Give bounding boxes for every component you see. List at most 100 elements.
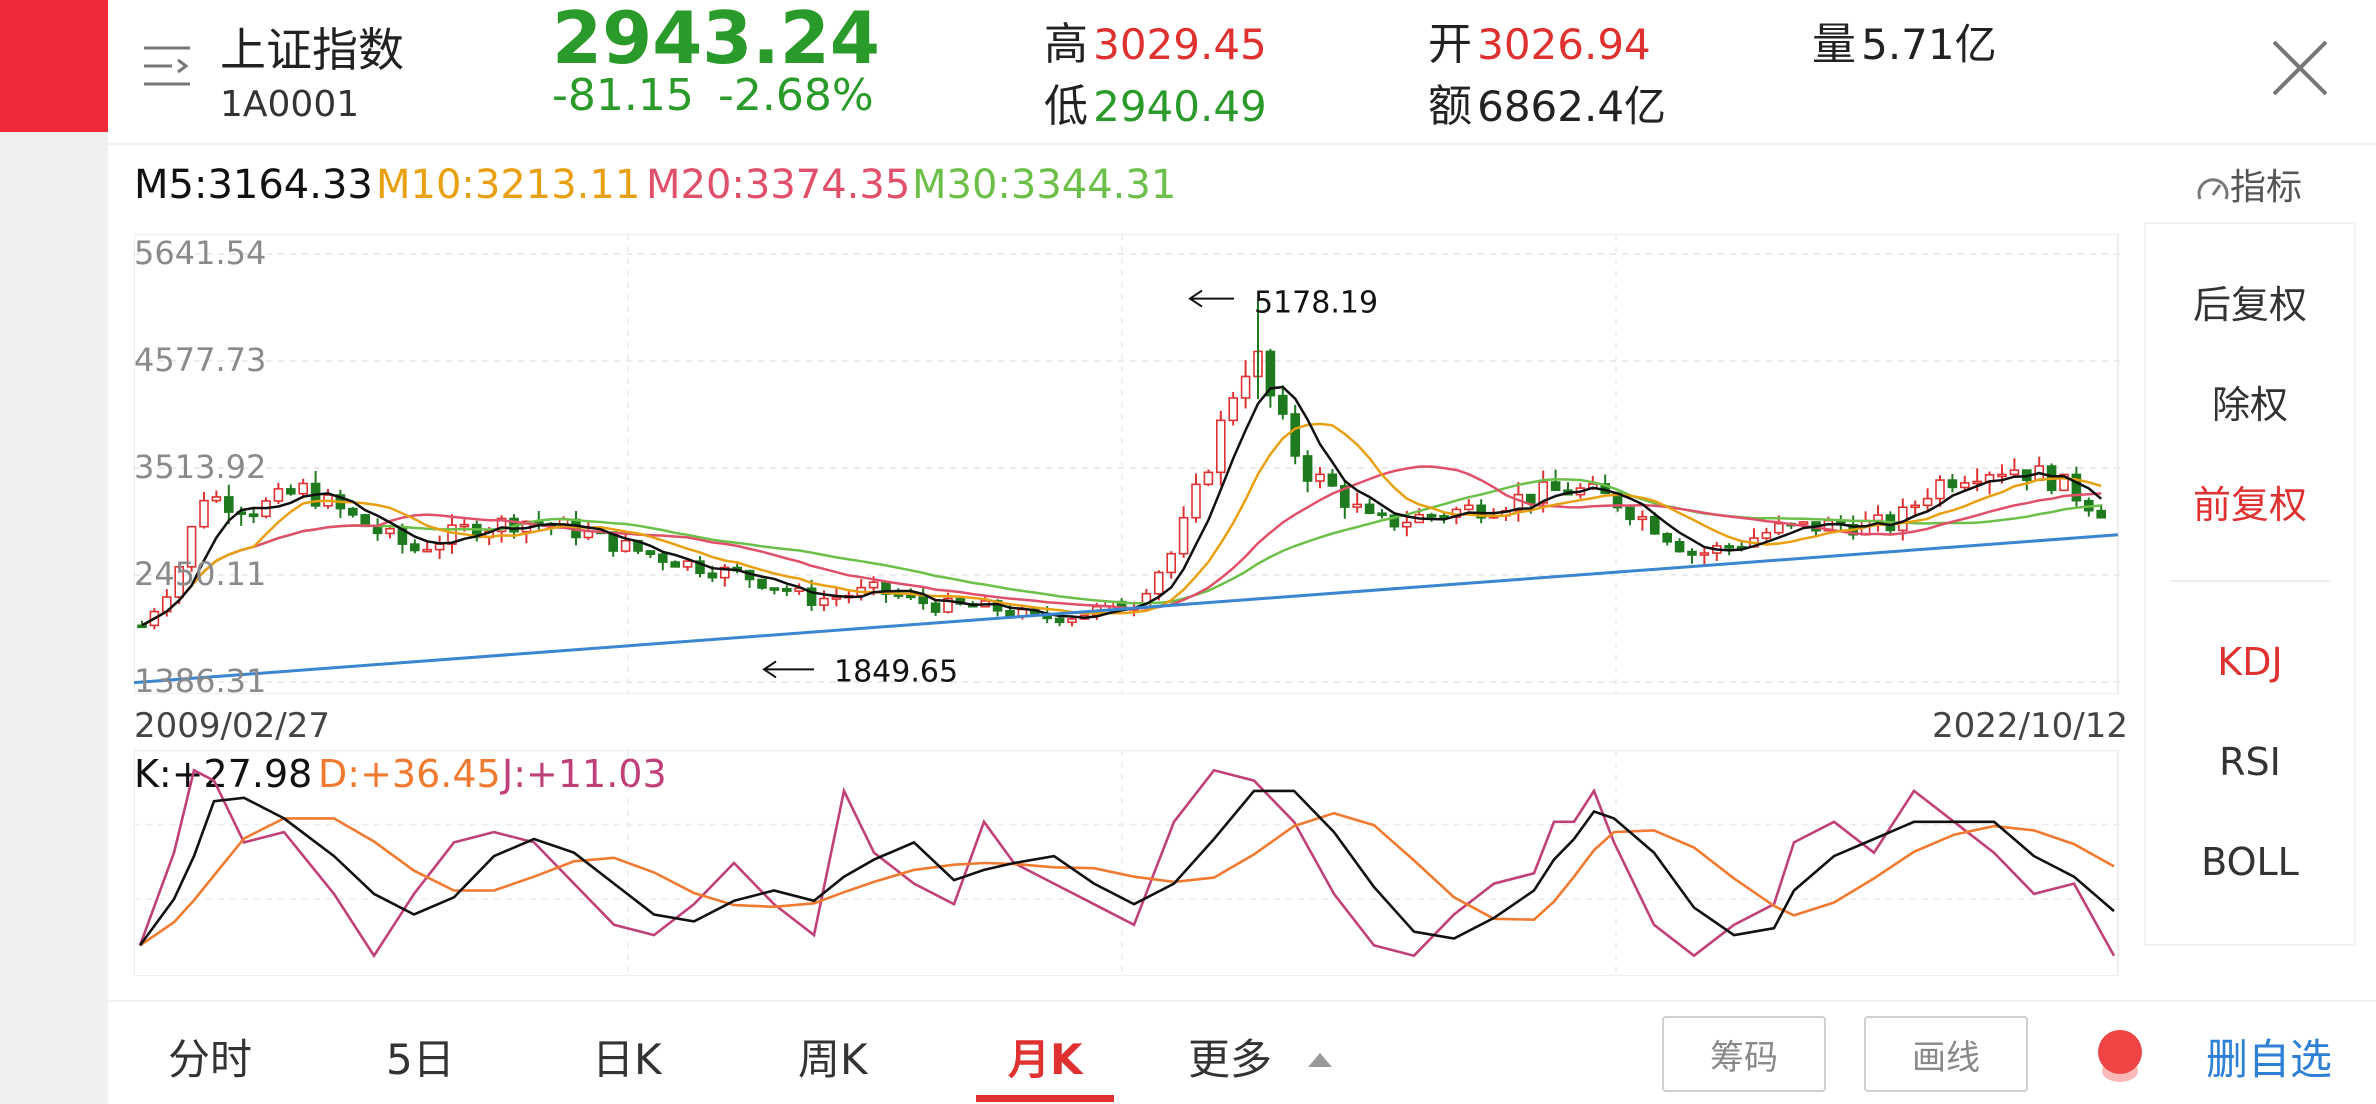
tab-weekly-k[interactable]: 周K [798,1035,868,1084]
high-label: 高 [1044,19,1088,70]
low-annotation: 1849.65 [834,654,958,689]
tab-intraday[interactable]: 分时 [168,1035,253,1084]
candle-body [1898,506,1908,532]
chips-button[interactable]: 筹码 [1662,1016,1826,1092]
candle-body [224,496,234,513]
list-menu-icon[interactable] [142,44,194,88]
ma30-legend: M30:3344.31 [912,162,1177,208]
candle-body [868,581,879,589]
side-item-boll[interactable]: BOLL [2201,840,2299,884]
candle-body [1798,521,1809,525]
candle-body [781,587,792,592]
candle-body [1687,550,1697,556]
candle-body [1389,514,1400,528]
candle-body [695,560,705,575]
candle-body [769,587,780,591]
candle-body [459,523,470,528]
kline-chart[interactable]: 5641.54 4577.73 3513.92 2450.11 1386.31 5178… [134,234,2120,694]
candle-body [806,587,817,606]
side-item-back-adjust[interactable]: 后复权 [2192,283,2307,327]
amount-value: 6862.4亿 [1477,82,1667,131]
candle-body [409,543,420,552]
annotations: 5178.19 1849.65 [762,286,1378,689]
kdj-frame [134,750,2119,976]
high-arrow-head [1188,289,1203,308]
candle-body [657,553,668,563]
candle-body [1228,397,1238,422]
back-tab[interactable] [0,0,108,132]
high-value: 3029.45 [1093,20,1267,69]
tab-5day[interactable]: 5日 [386,1035,455,1084]
bottom-divider [108,1000,2376,1002]
candle-body [211,496,222,502]
candle-body [1054,617,1065,624]
candle-body [1352,503,1362,508]
chart-grid [134,234,2120,694]
kdj-d-line [139,811,2115,947]
open-value: 3026.94 [1477,20,1651,69]
candle-body [1278,394,1288,415]
candle-body [1402,521,1412,528]
candle-body [1910,504,1920,509]
y-tick-label: 5641.54 [134,234,266,272]
side-item-kdj[interactable]: KDJ [2217,640,2283,684]
ma10-legend: M10:3213.11 [376,162,641,208]
candle-body [1240,375,1251,399]
tab-daily-k[interactable]: 日K [592,1035,662,1084]
volume-label: 量 [1812,19,1856,70]
candle-body [2071,473,2082,502]
close-icon[interactable] [2268,36,2332,100]
kdj-chart[interactable] [134,750,2120,976]
candle-body [496,517,507,533]
gauge-icon [2197,178,2229,200]
chart-frame [134,234,2119,694]
draw-line-button[interactable]: 画线 [1864,1016,2028,1092]
tab-monthly-k[interactable]: 月K [1008,1035,1083,1084]
kdj-lines [138,768,2116,959]
candle-body [1464,504,1474,511]
candle-body [757,578,767,589]
candle-body [1476,504,1486,519]
volume-value: 5.71亿 [1861,20,1997,69]
candle-body [186,525,197,568]
candle-body [348,507,358,516]
side-item-ex-rights[interactable]: 除权 [2211,383,2288,427]
stock-name: 上证指数 [220,23,404,77]
low-label: 低 [1044,81,1088,132]
side-panel: 后复权 除权 前复权 KDJ RSI BOLL [2146,224,2354,944]
candle-body [199,499,209,528]
candle-body [819,597,829,606]
left-strip [0,0,108,1104]
candle-body [1191,483,1201,519]
remove-watchlist-button[interactable]: 删自选 [2206,1035,2333,1084]
low-arrow-head [762,660,777,679]
side-item-forward-adjust[interactable]: 前复权 [2192,483,2307,527]
indicator-button[interactable]: 指标 [2196,158,2302,210]
candle-body [1935,479,1945,500]
candle-body [1674,541,1685,553]
low-value: 2940.49 [1093,82,1267,131]
candle-body [286,488,296,495]
kdj-j-line [138,768,2116,959]
candle-body [137,624,147,629]
caret-up-icon [1308,1053,1333,1067]
ma5-legend: M5:3164.33 [134,162,373,208]
ma30-line [141,477,2102,627]
ma10-line [141,422,2102,627]
indicator-label: 指标 [2230,167,2303,208]
candle-body [434,543,445,551]
side-item-rsi[interactable]: RSI [2219,740,2281,784]
active-tab-indicator [976,1095,1114,1102]
record-dot-icon[interactable] [2098,1030,2142,1074]
candle-body [1947,479,1958,489]
candle-body [1550,481,1561,492]
candle-body [1364,503,1375,514]
side-divider [2170,580,2330,582]
kdj-k-line [138,789,2115,947]
tab-more[interactable]: 更多 [1188,1026,1335,1087]
candle-body [2096,509,2106,519]
y-tick-label: 1386.31 [134,662,266,694]
candle-body [385,527,395,535]
candle-body [1637,515,1648,521]
candle-body [1662,533,1672,543]
